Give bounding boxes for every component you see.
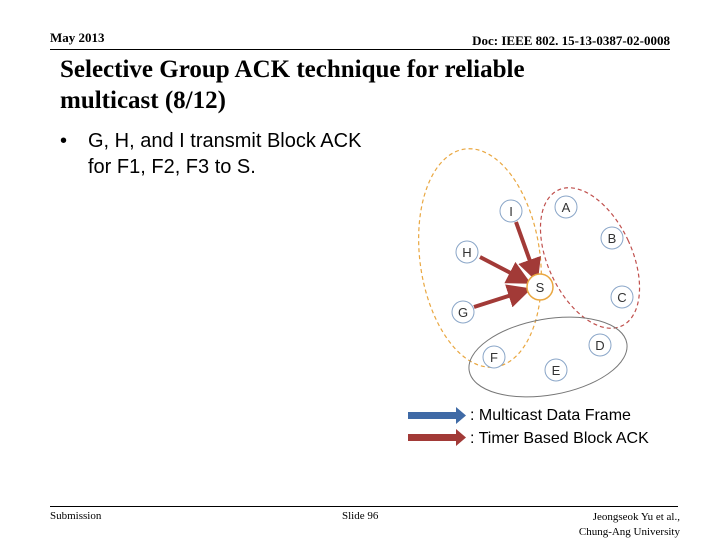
legend-multicast-arrow xyxy=(408,407,466,424)
svg-text:I: I xyxy=(509,204,513,219)
node-s: S xyxy=(526,273,554,301)
svg-text:S: S xyxy=(536,280,545,295)
svg-text:B: B xyxy=(608,231,617,246)
group-outline-red xyxy=(539,187,641,329)
svg-text:A: A xyxy=(562,200,571,215)
group-outline-grey xyxy=(468,316,628,398)
header-doc-id: Doc: IEEE 802. 15-13-0387-02-0008 xyxy=(472,33,670,48)
svg-text:H: H xyxy=(462,245,471,260)
bullet-item: • G, H, and I transmit Block ACK for F1,… xyxy=(60,128,380,180)
ack-arrow-i-to-s xyxy=(514,221,541,283)
node-i: I xyxy=(499,199,523,223)
node-e: E xyxy=(544,358,568,382)
footer-submission: Submission xyxy=(50,510,102,522)
legend-ack-label: : Timer Based Block ACK xyxy=(470,430,649,447)
node-f: F xyxy=(482,345,506,369)
node-g: G xyxy=(451,300,475,324)
node-c: C xyxy=(610,285,634,309)
legend-multicast-label: : Multicast Data Frame xyxy=(470,407,631,424)
footer-slide-number: Slide 96 xyxy=(342,510,379,522)
footer-divider xyxy=(50,506,678,507)
footer-author-affiliation: Chung-Ang University xyxy=(578,526,680,538)
footer-author: Jeongseok Yu et al., Chung-Ang Universit… xyxy=(520,510,680,540)
node-a: A xyxy=(554,195,578,219)
header-date: May 2013 xyxy=(50,30,105,45)
ack-arrow-g-to-s xyxy=(473,284,532,309)
node-h: H xyxy=(455,240,479,264)
ack-arrow-h-to-s xyxy=(479,255,532,284)
legend-ack-arrow xyxy=(408,429,466,446)
bullet-dot: • xyxy=(60,130,68,152)
slide-title: Selective Group ACK technique for reliab… xyxy=(60,56,525,114)
svg-text:D: D xyxy=(595,338,604,353)
svg-text:E: E xyxy=(552,363,561,378)
header-divider xyxy=(50,49,670,50)
node-b: B xyxy=(600,226,624,250)
svg-text:G: G xyxy=(458,305,468,320)
node-d: D xyxy=(588,333,612,357)
footer-author-name: Jeongseok Yu et al., xyxy=(592,511,680,523)
svg-text:F: F xyxy=(490,350,498,365)
bullet-text: G, H, and I transmit Block ACK for F1, F… xyxy=(88,130,362,178)
svg-text:C: C xyxy=(617,290,626,305)
